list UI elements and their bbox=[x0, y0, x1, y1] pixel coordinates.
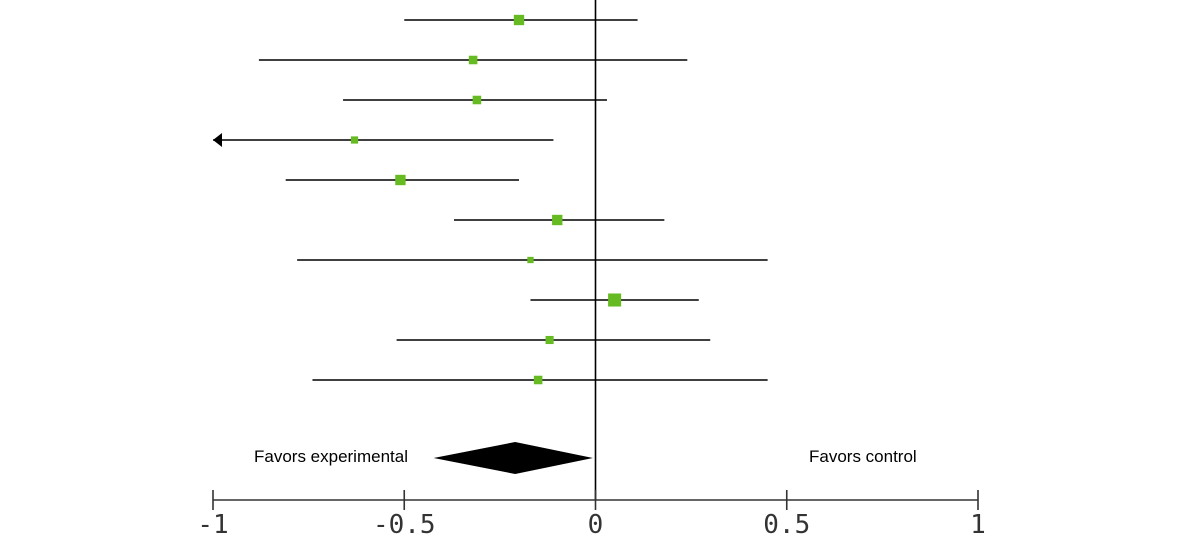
study-row bbox=[312, 375, 768, 385]
pooled-group bbox=[433, 442, 593, 474]
x-axis-tick-label: 1 bbox=[970, 510, 986, 540]
study-estimate-marker bbox=[513, 14, 525, 26]
ci-truncation-arrow-icon bbox=[213, 133, 222, 147]
x-axis-tick-label: -1 bbox=[197, 510, 228, 540]
study-estimate-marker bbox=[545, 335, 554, 345]
study-row bbox=[213, 133, 554, 147]
study-row bbox=[297, 256, 768, 264]
x-axis-tick-label: 0 bbox=[588, 510, 604, 540]
study-estimate-marker bbox=[608, 293, 622, 307]
study-estimate-marker bbox=[527, 256, 534, 264]
x-axis: -1 -0.5 0 0.5 1 bbox=[197, 490, 986, 540]
study-row bbox=[285, 174, 519, 186]
study-estimate-marker bbox=[468, 55, 478, 65]
favors-control-label: Favors control bbox=[809, 447, 917, 466]
pooled-estimate-diamond bbox=[433, 442, 593, 474]
favors-experimental-label: Favors experimental bbox=[254, 447, 408, 466]
x-axis-tick-label: 0.5 bbox=[763, 510, 810, 540]
study-estimate-marker bbox=[350, 136, 359, 144]
study-estimate-marker bbox=[533, 375, 543, 385]
studies-group bbox=[213, 14, 768, 385]
study-estimate-marker bbox=[472, 95, 482, 105]
study-row bbox=[396, 335, 711, 345]
study-row bbox=[453, 214, 665, 226]
study-row bbox=[404, 14, 638, 26]
study-estimate-marker bbox=[395, 174, 406, 186]
study-row bbox=[530, 293, 699, 307]
study-row bbox=[343, 95, 607, 105]
x-axis-tick-label: -0.5 bbox=[373, 510, 436, 540]
study-row bbox=[258, 55, 688, 65]
study-estimate-marker bbox=[552, 214, 563, 226]
